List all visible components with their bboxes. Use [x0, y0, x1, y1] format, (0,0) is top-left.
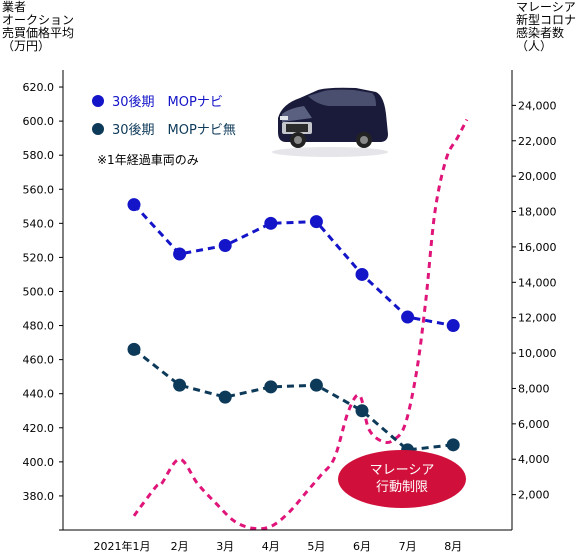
right-tick-label: 10,000: [518, 347, 557, 360]
x-tick-label: 7月: [399, 540, 417, 553]
x-tick-label: 2月: [171, 540, 189, 553]
left-tick-label: 620.0: [23, 81, 55, 94]
right-tick-label: 24,000: [518, 99, 557, 112]
legend-item-mop-navi: 30後期 MOPナビ: [92, 92, 236, 110]
left-tick-label: 560.0: [23, 183, 55, 196]
right-tick-label: 20,000: [518, 170, 557, 183]
x-tick-label: 3月: [216, 540, 234, 553]
left-tick-label: 460.0: [23, 354, 55, 367]
left-tick-label: 420.0: [23, 422, 55, 435]
right-axis-title-line: マレーシア: [516, 0, 576, 14]
right-tick-label: 22,000: [518, 135, 557, 148]
x-tick-label: 6月: [353, 540, 371, 553]
left-axis-title-line: 売買価格平均: [2, 26, 75, 40]
legend-label: 30後期 MOPナビ: [112, 95, 223, 110]
right-axis-title-line: 新型コロナ: [516, 13, 577, 27]
left-axis-title-line: 業者: [2, 0, 27, 14]
left-axis-title-line: オークション: [2, 13, 75, 27]
price-point: [127, 342, 141, 356]
left-axis-ticks: 380.0 400.0 420.0 440.0 460.0 480.0 500.0 520.0…: [23, 81, 63, 531]
left-tick-label: 500.0: [23, 285, 55, 298]
left-axis-title: 業者 オークション 売買価格平均 （万円）: [2, 1, 74, 53]
price-point: [173, 378, 187, 392]
left-tick-label: 600.0: [23, 115, 55, 128]
right-tick-label: 8,000: [518, 382, 550, 395]
left-tick-label: 580.0: [23, 149, 55, 162]
price-point: [264, 216, 278, 230]
series-layer: [127, 118, 469, 531]
x-tick-label: 4月: [262, 540, 280, 553]
right-tick-label: 4,000: [518, 453, 550, 466]
x-tick-label: 8月: [444, 540, 462, 553]
price-point: [401, 310, 415, 324]
left-axis-title-line: （万円）: [2, 39, 51, 53]
legend-marker: [92, 122, 104, 135]
x-tick-label: 5月: [307, 540, 325, 553]
right-tick-label: 16,000: [518, 241, 557, 254]
price-point: [446, 438, 460, 452]
price-point: [127, 198, 141, 212]
price-point: [218, 238, 232, 252]
legend-item-mop-navi-none: 30後期 MOPナビ無: [92, 120, 236, 138]
movement-control-badge: マレーシア 行動制限: [338, 450, 466, 508]
left-tick-label: 380.0: [23, 490, 55, 503]
left-tick-label: 400.0: [23, 456, 55, 469]
price-point: [309, 215, 323, 229]
right-tick-label: 2,000: [518, 489, 550, 502]
left-tick-label: 520.0: [23, 251, 55, 264]
badge-line: マレーシア: [369, 463, 435, 478]
legend-marker: [92, 94, 104, 107]
right-tick-label: 12,000: [518, 312, 557, 325]
right-axis-title-line: 感染者数: [516, 26, 565, 40]
right-axis-title-line: （人）: [516, 39, 553, 53]
right-tick-label: 6,000: [518, 418, 550, 431]
price-point: [355, 404, 369, 418]
left-tick-label: 440.0: [23, 388, 55, 401]
right-tick-label: 18,000: [518, 206, 557, 219]
price-point: [218, 390, 232, 404]
legend: 30後期 MOPナビ 30後期 MOPナビ無: [92, 92, 236, 148]
right-axis-ticks: 2,000 4,000 6,000 8,000 10,000 12,000 14,000 16…: [512, 99, 557, 502]
price-point: [446, 319, 460, 333]
price-point: [355, 267, 369, 281]
price-series-line: [132, 203, 454, 328]
badge-line: 行動制限: [375, 480, 428, 495]
price-series-line: [133, 348, 454, 452]
right-tick-label: 14,000: [518, 276, 557, 289]
left-tick-label: 480.0: [23, 320, 55, 333]
price-point: [264, 380, 278, 394]
footnote: ※1年経過車両のみ: [97, 153, 199, 167]
left-tick-label: 540.0: [23, 217, 55, 230]
right-axis-title: マレーシア 新型コロナ 感染者数 （人）: [516, 1, 576, 53]
legend-label: 30後期 MOPナビ無: [112, 123, 236, 138]
x-axis-ticks: 2021年1月 2月 3月 4月 5月 6月 7月 8月: [94, 539, 463, 553]
covid-cases-line: [132, 118, 469, 531]
price-point: [309, 378, 323, 392]
x-tick-label: 2021年1月: [94, 539, 151, 553]
price-point: [173, 247, 187, 261]
car-image: [272, 87, 388, 157]
